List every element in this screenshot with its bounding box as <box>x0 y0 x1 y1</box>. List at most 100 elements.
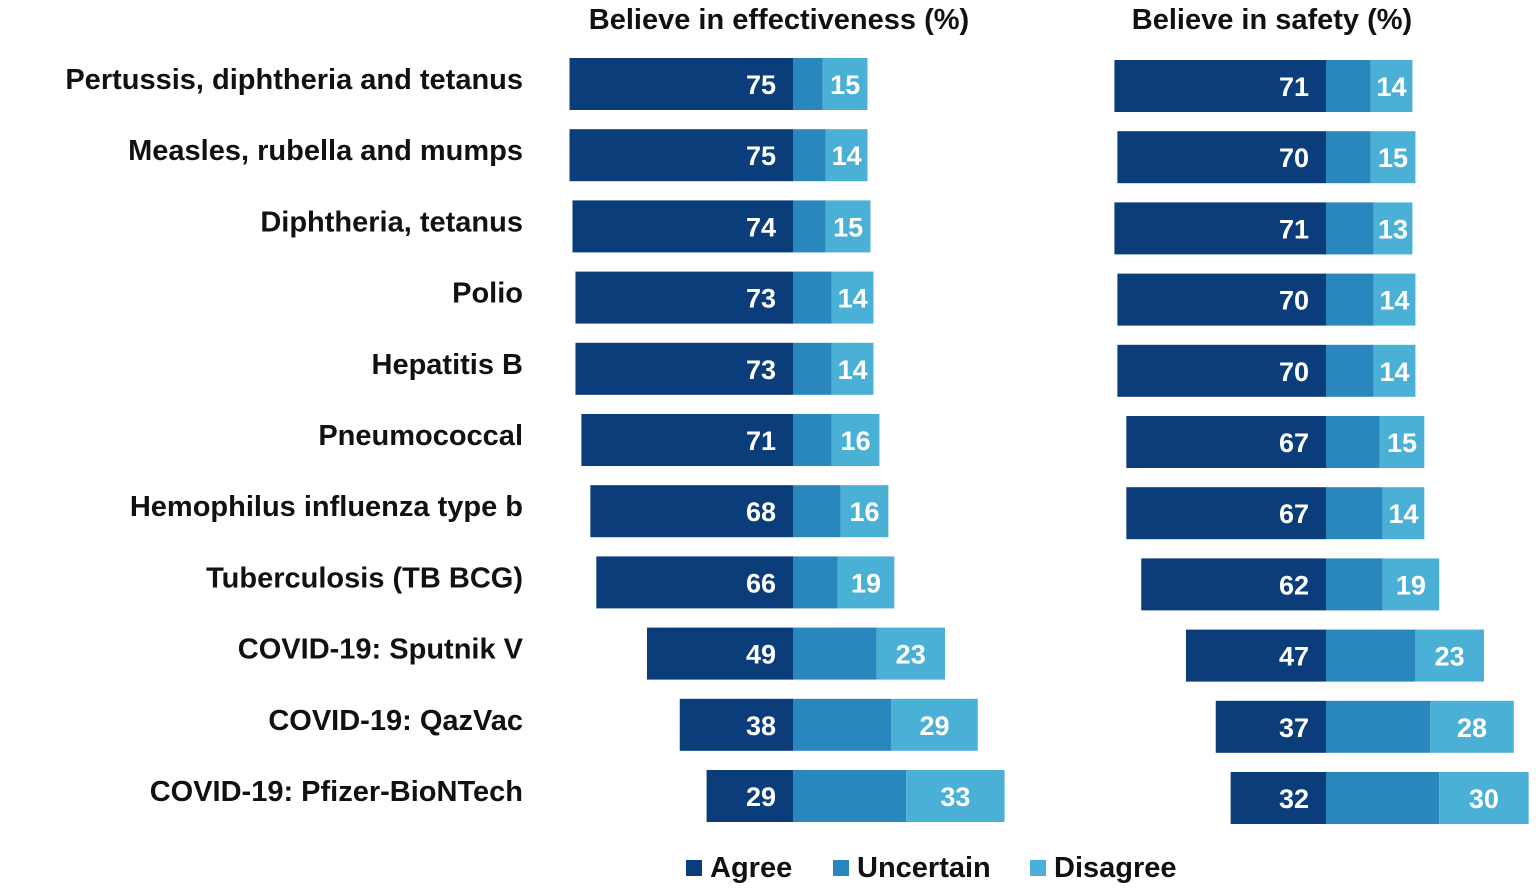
category-label-covid-19-qazvac: COVID-19: QazVac <box>268 705 523 737</box>
effectiveness-bar-disagree-tuberculosis-tb-bcg <box>837 556 895 609</box>
category-label-pneumococcal: Pneumococcal <box>318 420 523 452</box>
effectiveness-bar-disagree-measles-rubella-and-mumps <box>825 129 868 182</box>
safety-bar-disagree-hepatitis-b <box>1373 344 1416 397</box>
effectiveness-bar-uncertain-polio <box>793 271 832 324</box>
effectiveness-bar-uncertain-diphtheria-tetanus <box>793 200 826 253</box>
effectiveness-bar-agree-covid-19-qazvac <box>679 698 793 751</box>
panel-title-effectiveness: Believe in effectiveness (%) <box>589 4 969 36</box>
safety-label-agree-tuberculosis-tb-bcg: 62 <box>1279 570 1309 600</box>
safety-label-disagree-hepatitis-b: 14 <box>1380 357 1410 387</box>
effectiveness-bar-disagree-covid-19-sputnik-v <box>876 627 945 680</box>
safety-bar-uncertain-polio <box>1326 273 1374 326</box>
safety-bar-disagree-pertussis-diphtheria-and-tetanus <box>1370 60 1413 112</box>
effectiveness-label-disagree-tuberculosis-tb-bcg: 19 <box>851 568 881 598</box>
effectiveness-label-agree-tuberculosis-tb-bcg: 66 <box>746 568 776 598</box>
effectiveness-bar-uncertain-hemophilus-influenza-type-b <box>793 485 841 538</box>
legend-swatch-agree <box>686 860 702 876</box>
effectiveness-bar-disagree-covid-19-qazvac <box>891 698 978 751</box>
effectiveness-label-agree-hepatitis-b: 73 <box>746 355 776 385</box>
safety-bar-agree-covid-19-sputnik-v <box>1185 629 1326 682</box>
effectiveness-bar-agree-pertussis-diphtheria-and-tetanus <box>569 58 793 110</box>
category-label-covid-19-sputnik-v: COVID-19: Sputnik V <box>238 634 524 666</box>
safety-label-agree-pneumococcal: 67 <box>1279 428 1309 458</box>
effectiveness-label-disagree-hepatitis-b: 14 <box>838 355 868 385</box>
safety-bar-disagree-measles-rubella-and-mumps <box>1370 131 1416 184</box>
safety-label-agree-covid-19-pfizer-biontech: 32 <box>1279 784 1309 814</box>
effectiveness-bar-agree-diphtheria-tetanus <box>572 200 793 253</box>
effectiveness-bar-agree-covid-19-pfizer-biontech <box>706 770 793 822</box>
category-label-pertussis-diphtheria-and-tetanus: Pertussis, diphtheria and tetanus <box>65 64 523 96</box>
safety-bar-uncertain-measles-rubella-and-mumps <box>1326 131 1371 184</box>
safety-label-disagree-polio: 14 <box>1380 286 1410 316</box>
safety-label-disagree-pneumococcal: 15 <box>1387 428 1417 458</box>
safety-label-agree-hemophilus-influenza-type-b: 67 <box>1279 499 1309 529</box>
safety-bar-disagree-covid-19-sputnik-v <box>1415 629 1484 682</box>
safety-bar-uncertain-diphtheria-tetanus <box>1326 202 1374 255</box>
effectiveness-label-agree-pneumococcal: 71 <box>746 426 776 456</box>
effectiveness-label-disagree-pertussis-diphtheria-and-tetanus: 15 <box>830 70 860 100</box>
safety-bar-disagree-tuberculosis-tb-bcg <box>1382 558 1440 611</box>
safety-bar-uncertain-tuberculosis-tb-bcg <box>1326 558 1383 611</box>
effectiveness-bar-uncertain-covid-19-qazvac <box>793 698 892 751</box>
effectiveness-label-disagree-covid-19-sputnik-v: 23 <box>896 640 926 670</box>
effectiveness-label-disagree-measles-rubella-and-mumps: 14 <box>832 141 862 171</box>
safety-bar-disagree-pneumococcal <box>1379 416 1425 468</box>
effectiveness-label-agree-hemophilus-influenza-type-b: 68 <box>746 497 776 527</box>
effectiveness-bar-disagree-pertussis-diphtheria-and-tetanus <box>822 58 868 110</box>
safety-bar-uncertain-pertussis-diphtheria-and-tetanus <box>1326 60 1371 112</box>
effectiveness-bar-uncertain-tuberculosis-tb-bcg <box>793 556 838 609</box>
safety-label-agree-diphtheria-tetanus: 71 <box>1279 214 1309 244</box>
safety-label-disagree-diphtheria-tetanus: 13 <box>1378 214 1408 244</box>
effectiveness-bar-agree-hemophilus-influenza-type-b <box>590 485 793 538</box>
safety-bar-disagree-hemophilus-influenza-type-b <box>1382 487 1425 540</box>
safety-bar-agree-measles-rubella-and-mumps <box>1117 131 1326 184</box>
effectiveness-label-disagree-hemophilus-influenza-type-b: 16 <box>849 497 879 527</box>
effectiveness-label-agree-measles-rubella-and-mumps: 75 <box>746 141 776 171</box>
effectiveness-bar-agree-pneumococcal <box>581 414 793 466</box>
safety-bar-uncertain-pneumococcal <box>1326 416 1380 468</box>
effectiveness-label-disagree-covid-19-qazvac: 29 <box>920 711 950 741</box>
safety-label-disagree-covid-19-sputnik-v: 23 <box>1435 642 1465 672</box>
category-label-covid-19-pfizer-biontech: COVID-19: Pfizer-BioNTech <box>150 776 523 808</box>
effectiveness-label-disagree-polio: 14 <box>838 284 868 314</box>
legend: Agree Uncertain Disagree <box>686 852 1177 884</box>
safety-bar-agree-hepatitis-b <box>1117 344 1326 397</box>
safety-label-disagree-pertussis-diphtheria-and-tetanus: 14 <box>1377 72 1407 102</box>
legend-label-uncertain: Uncertain <box>857 852 991 884</box>
category-label-tuberculosis-tb-bcg: Tuberculosis (TB BCG) <box>206 562 523 594</box>
safety-label-disagree-measles-rubella-and-mumps: 15 <box>1378 143 1408 173</box>
category-label-diphtheria-tetanus: Diphtheria, tetanus <box>260 206 523 238</box>
safety-bar-agree-hemophilus-influenza-type-b <box>1126 487 1326 540</box>
effectiveness-bar-agree-tuberculosis-tb-bcg <box>596 556 793 609</box>
effectiveness-bar-uncertain-hepatitis-b <box>793 342 832 395</box>
safety-bar-uncertain-covid-19-sputnik-v <box>1326 629 1416 682</box>
effectiveness-bar-disagree-pneumococcal <box>831 414 880 466</box>
effectiveness-label-agree-covid-19-qazvac: 38 <box>746 711 776 741</box>
effectiveness-label-agree-covid-19-sputnik-v: 49 <box>746 640 776 670</box>
legend-swatch-disagree <box>1030 860 1046 876</box>
effectiveness-bar-agree-hepatitis-b <box>575 342 793 395</box>
effectiveness-bar-uncertain-pneumococcal <box>793 414 832 466</box>
safety-bar-agree-tuberculosis-tb-bcg <box>1141 558 1326 611</box>
safety-bar-disagree-covid-19-pfizer-biontech <box>1439 772 1529 824</box>
legend-label-disagree: Disagree <box>1054 852 1177 884</box>
safety-label-disagree-covid-19-qazvac: 28 <box>1457 713 1487 743</box>
safety-bar-agree-pneumococcal <box>1126 416 1326 468</box>
effectiveness-bar-uncertain-pertussis-diphtheria-and-tetanus <box>793 58 823 110</box>
safety-bar-disagree-diphtheria-tetanus <box>1373 202 1413 255</box>
category-label-hemophilus-influenza-type-b: Hemophilus influenza type b <box>130 491 523 523</box>
effectiveness-bar-uncertain-covid-19-sputnik-v <box>793 627 877 680</box>
effectiveness-label-agree-diphtheria-tetanus: 74 <box>746 212 776 242</box>
safety-label-agree-covid-19-sputnik-v: 47 <box>1279 642 1309 672</box>
safety-label-agree-hepatitis-b: 70 <box>1279 357 1309 387</box>
effectiveness-bar-uncertain-covid-19-pfizer-biontech <box>793 770 907 822</box>
panel-title-safety: Believe in safety (%) <box>1132 4 1412 36</box>
safety-bar-agree-pertussis-diphtheria-and-tetanus <box>1114 60 1326 112</box>
safety-label-agree-polio: 70 <box>1279 286 1309 316</box>
safety-bar-uncertain-hepatitis-b <box>1326 344 1374 397</box>
legend-label-agree: Agree <box>710 852 792 884</box>
safety-bar-agree-covid-19-pfizer-biontech <box>1230 772 1326 824</box>
safety-label-agree-covid-19-qazvac: 37 <box>1279 713 1309 743</box>
